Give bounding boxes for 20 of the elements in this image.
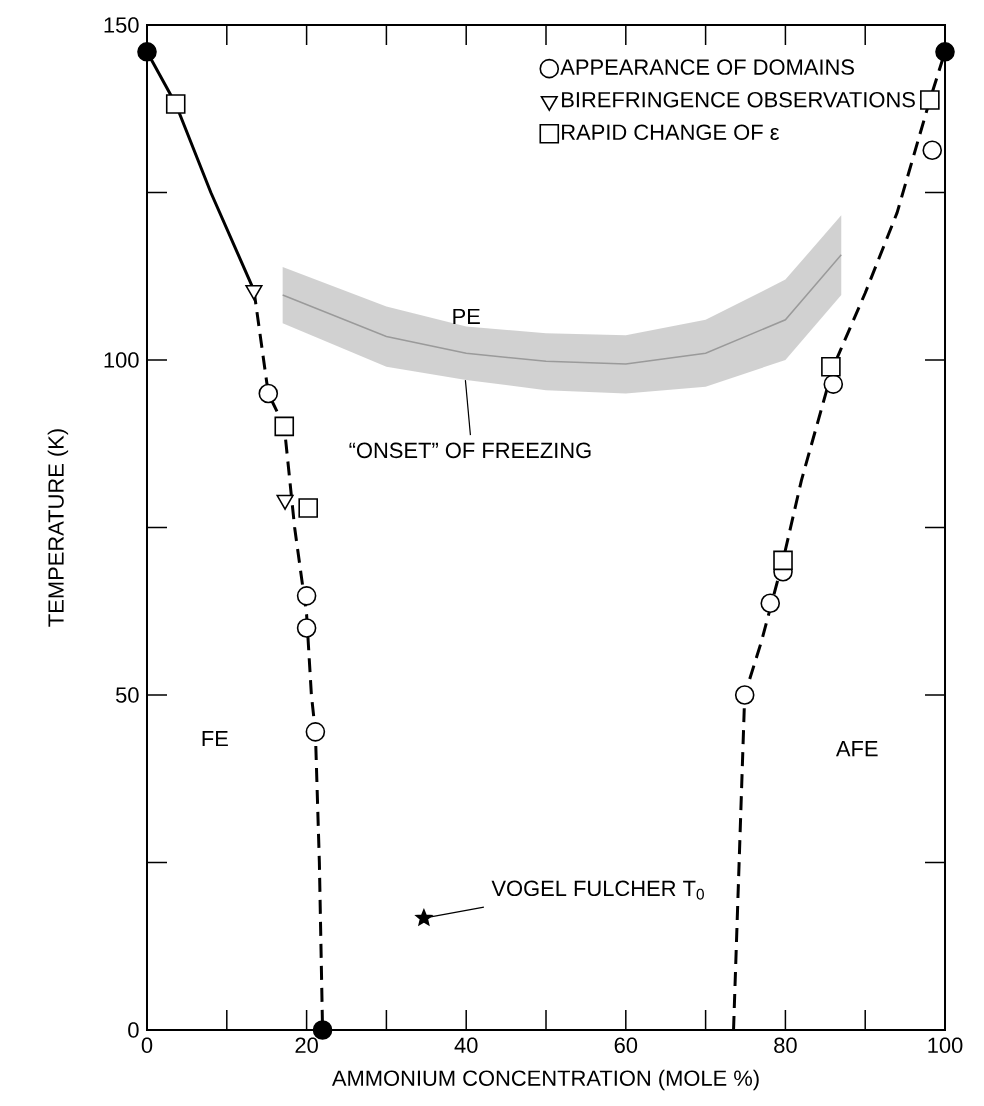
x-tick-label: 0 <box>141 1037 153 1054</box>
x-tick-label: 20 <box>295 1037 318 1054</box>
y-tick-label: 150 <box>104 17 139 33</box>
x-tick-label: 80 <box>774 1037 797 1054</box>
annotation: AFE <box>835 741 878 757</box>
legend-label: RAPID CHANGE OF ε <box>562 124 780 141</box>
legend-label: APPEARANCE OF DOMAINS <box>560 59 854 75</box>
x-tick-label: 60 <box>614 1037 638 1054</box>
x-tick-label: 100 <box>928 1037 963 1054</box>
annotation: PE <box>453 308 480 324</box>
x-axis-title: AMMONIUM CONCENTRATION (MOLE %) <box>331 1069 759 1091</box>
annotation: “ONSET” OF FREEZING <box>349 442 591 459</box>
x-tick-label: 40 <box>454 1037 478 1054</box>
y-tick-label: 100 <box>104 352 139 368</box>
annotation: FE <box>202 731 228 747</box>
annotation: VOGEL FULCHER T$_{0}$ <box>491 880 704 900</box>
y-axis-title: TEMPERATURE (K) <box>47 429 69 627</box>
y-tick-label: 0 <box>128 1022 139 1038</box>
y-tick-label: 50 <box>115 687 139 703</box>
legend-label: BIREFRINGENCE OBSERVATIONS <box>562 91 915 108</box>
